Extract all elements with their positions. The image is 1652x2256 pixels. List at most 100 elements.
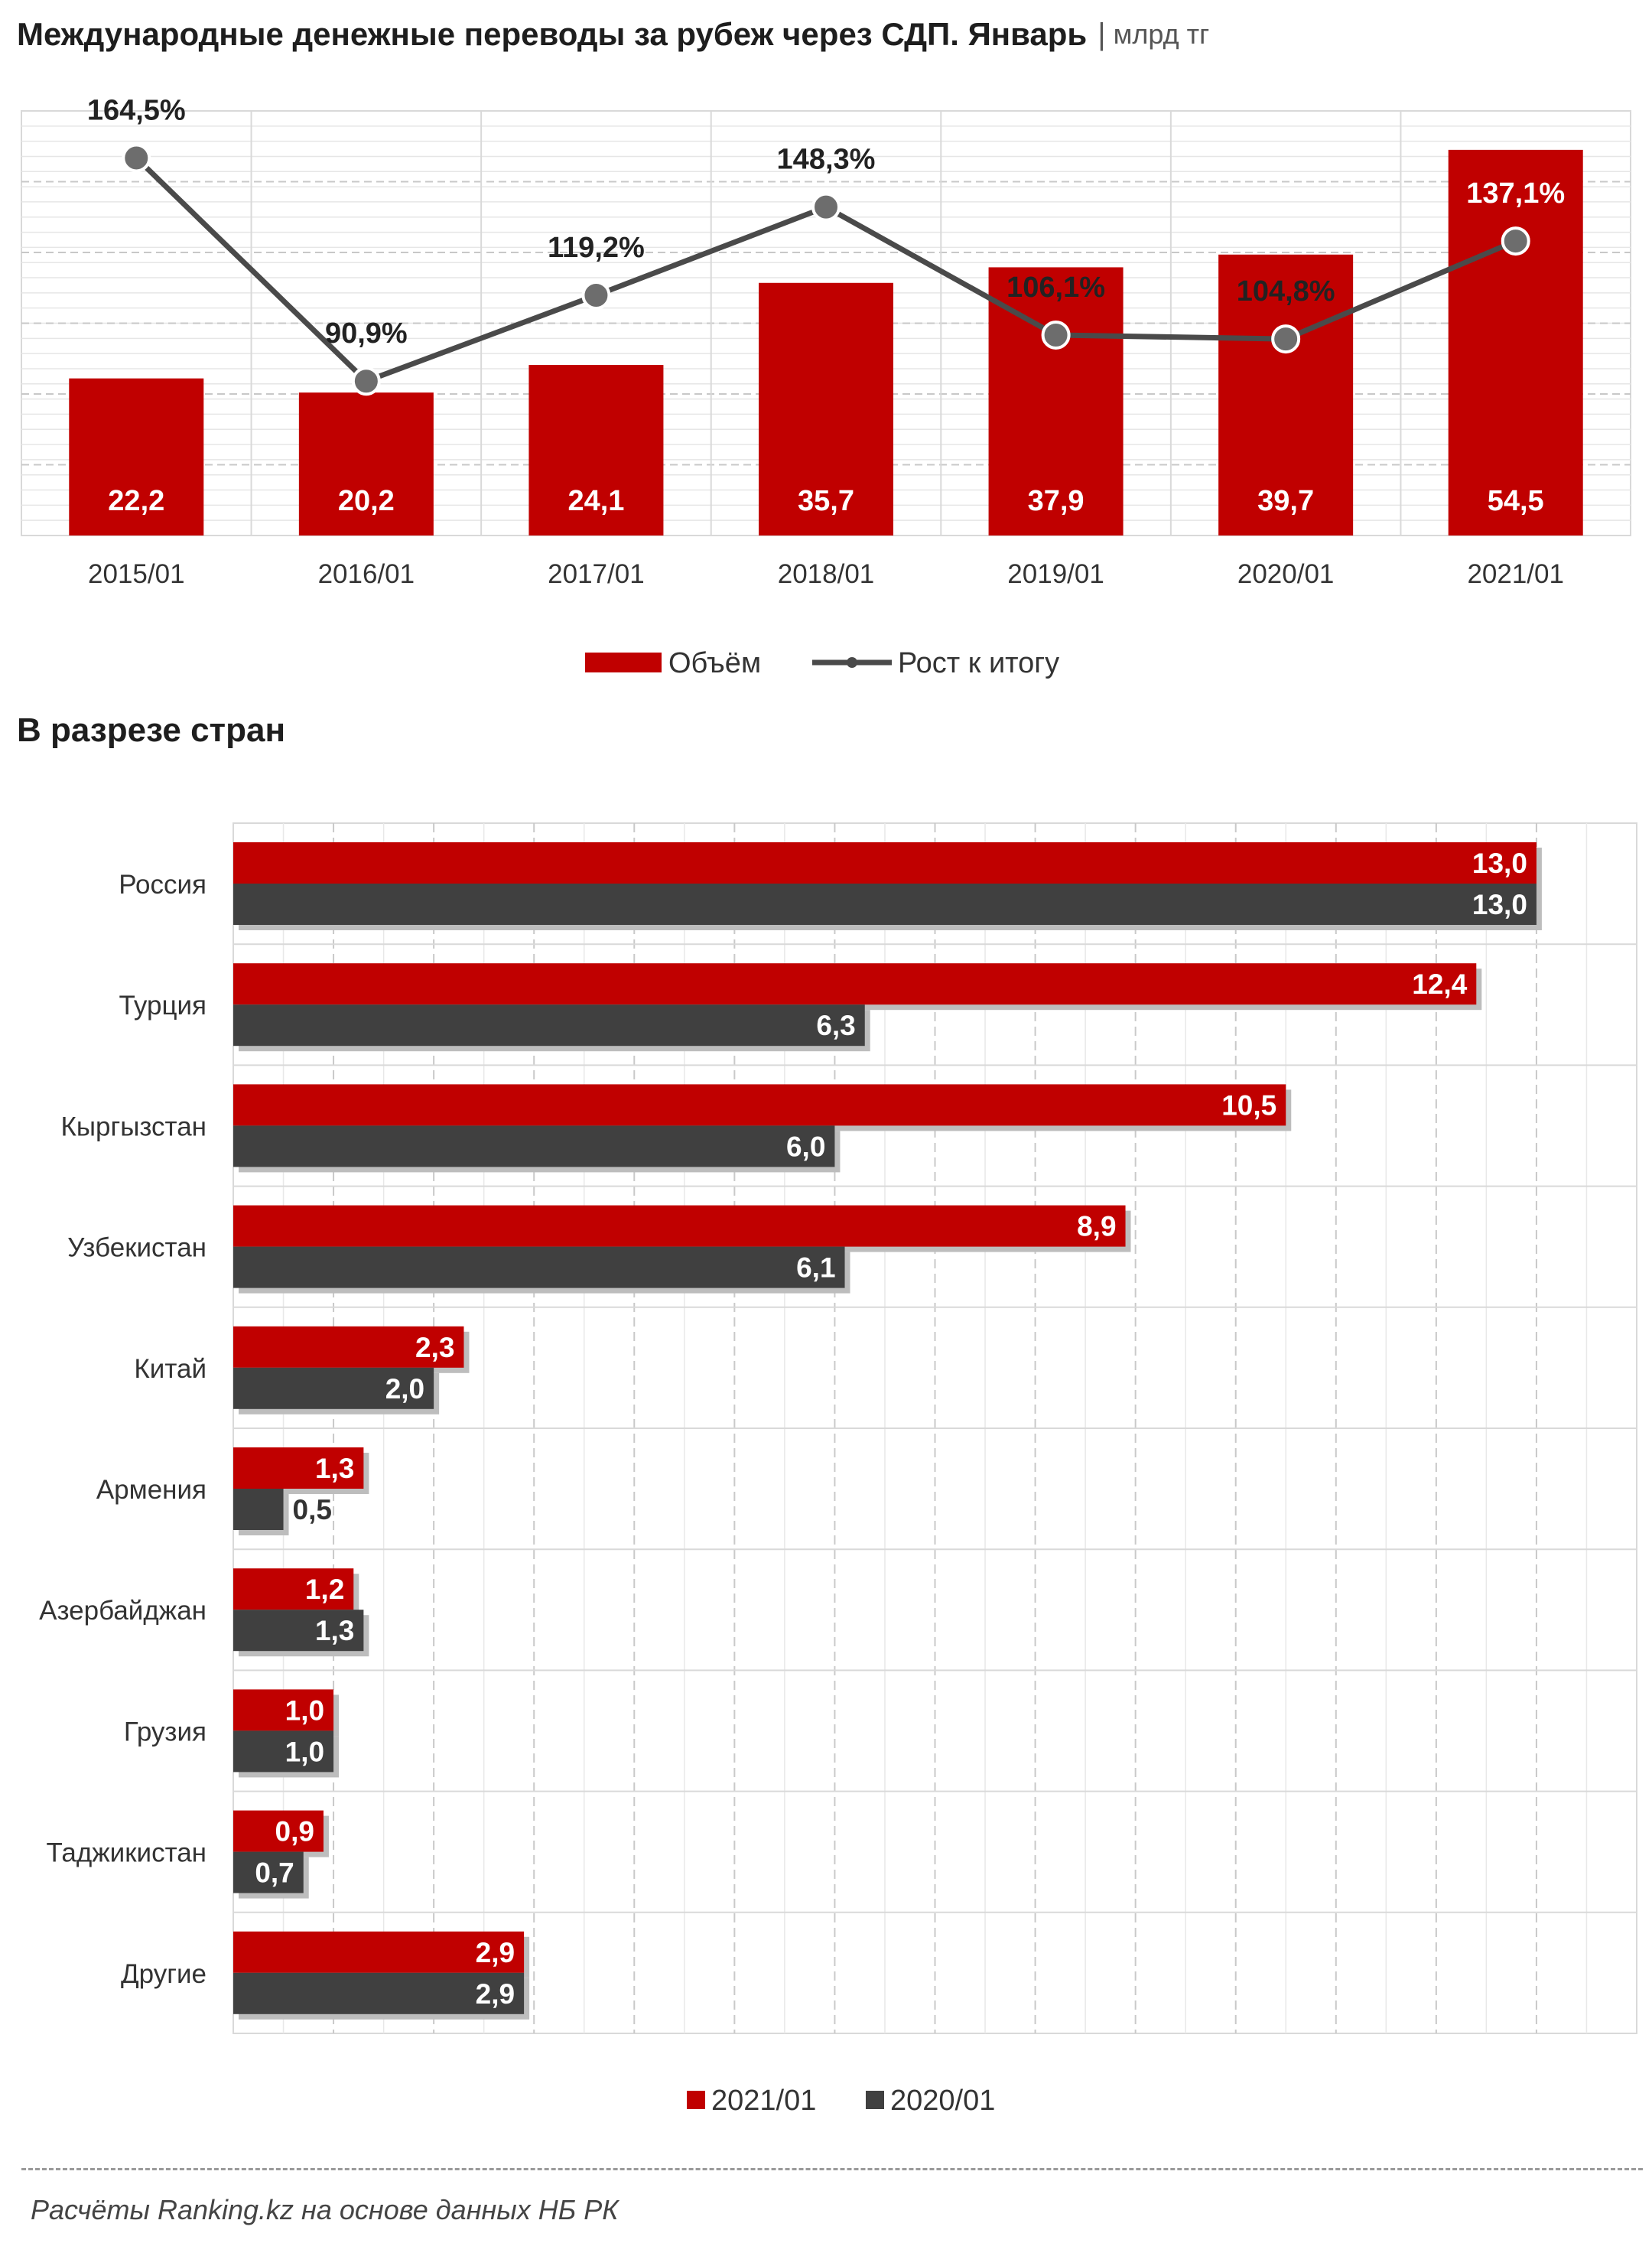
volume-bar xyxy=(759,282,893,536)
legend-label-2021: 2021/01 xyxy=(711,2085,816,2117)
volume-bar-label: 35,7 xyxy=(798,485,854,517)
volume-bar xyxy=(528,365,664,536)
legend-label-growth: Рост к итогу xyxy=(898,647,1059,679)
footer-divider xyxy=(21,2168,1643,2170)
bar-2020 xyxy=(233,1004,865,1047)
country-label: Россия xyxy=(119,870,206,900)
bar-2021 xyxy=(233,1931,525,1973)
bar-2020 xyxy=(233,884,1537,925)
growth-point xyxy=(581,281,611,311)
bar-2021 xyxy=(233,1326,464,1368)
growth-label: 119,2% xyxy=(548,232,645,264)
bar-2020-label: 6,1 xyxy=(796,1252,835,1284)
bar-2021-label: 2,3 xyxy=(415,1332,454,1363)
bar-2020 xyxy=(233,1367,434,1409)
bar-2020-label: 0,5 xyxy=(293,1494,332,1525)
growth-point xyxy=(1271,324,1301,354)
bar-2021 xyxy=(233,842,1537,884)
legend-label-volume: Объём xyxy=(668,647,761,679)
bar-2020-label: 1,0 xyxy=(285,1736,324,1767)
bar-2020-label: 6,3 xyxy=(816,1010,855,1041)
bar-2021-label: 13,0 xyxy=(1472,848,1527,879)
x-tick-label: 2021/01 xyxy=(1467,559,1564,589)
volume-bar xyxy=(1448,149,1583,536)
bar-2020-label: 6,0 xyxy=(786,1131,825,1162)
bar-2020-label: 2,0 xyxy=(385,1373,424,1405)
bar-2021-label: 1,3 xyxy=(315,1453,354,1484)
bar-2020 xyxy=(233,1851,304,1893)
chart-title-row: Международные денежные переводы за рубеж… xyxy=(17,8,1209,61)
bar-2020-label: 2,9 xyxy=(476,1978,515,2010)
growth-point xyxy=(351,366,381,396)
source-note: Расчёты Ranking.kz на основе данных НБ Р… xyxy=(31,2194,619,2225)
growth-label: 148,3% xyxy=(777,144,876,176)
growth-point xyxy=(1501,226,1530,256)
country-label: Другие xyxy=(121,1959,206,1989)
bar-2021-label: 8,9 xyxy=(1077,1211,1116,1242)
x-tick-label: 2020/01 xyxy=(1237,559,1335,589)
bar-2020-label: 13,0 xyxy=(1472,889,1527,920)
country-label: Узбекистан xyxy=(67,1233,206,1263)
bar-2020-label: 0,7 xyxy=(255,1857,294,1889)
bar-2021 xyxy=(233,963,1477,1005)
volume-bar xyxy=(69,378,204,536)
growth-label: 137,1% xyxy=(1466,177,1565,210)
title-separator: | xyxy=(1098,17,1106,51)
bar-2021 xyxy=(233,1205,1126,1247)
bar-2020 xyxy=(233,1972,525,2014)
country-label: Кыргызстан xyxy=(60,1112,206,1141)
bar-2021-label: 1,0 xyxy=(285,1694,324,1726)
legend-swatch-2020 xyxy=(866,2091,884,2109)
bar-2021-label: 1,2 xyxy=(305,1574,344,1605)
bar-2020 xyxy=(233,1125,835,1167)
volume-bar-label: 39,7 xyxy=(1257,485,1314,517)
x-tick-label: 2017/01 xyxy=(548,559,645,589)
growth-label: 90,9% xyxy=(325,317,408,350)
countries-chart: 13,0 13,0 Россия 12,4 6,3 Турция 10,5 6,0 Кыргыз… xyxy=(39,822,1637,2117)
legend-label-2020: 2020/01 xyxy=(890,2085,995,2117)
growth-point xyxy=(122,143,151,173)
x-tick-label: 2018/01 xyxy=(778,559,875,589)
x-tick-label: 2019/01 xyxy=(1007,559,1104,589)
volume-bar-label: 22,2 xyxy=(108,485,164,517)
bar-2020 xyxy=(233,1246,845,1288)
x-tick-label: 2016/01 xyxy=(318,559,415,589)
x-tick-label: 2015/01 xyxy=(88,559,185,589)
volume-growth-chart: 22,2 2015/01 20,2 2016/01 24,1 2017/01 35,7 201… xyxy=(21,94,1631,679)
bar-2020 xyxy=(233,1489,284,1530)
bar-2020 xyxy=(233,1610,364,1652)
country-label: Турция xyxy=(119,991,206,1021)
growth-label: 164,5% xyxy=(87,94,186,126)
bar-2021-label: 2,9 xyxy=(476,1937,515,1968)
bar-2021 xyxy=(233,1447,364,1489)
legend-swatch-2021 xyxy=(687,2091,705,2109)
bar-2021-label: 12,4 xyxy=(1412,968,1467,1000)
section-subtitle: В разрезе стран xyxy=(17,711,286,749)
bar-2021-label: 0,9 xyxy=(275,1816,314,1847)
legend-marker-growth xyxy=(847,657,857,668)
bar-2020-label: 1,3 xyxy=(315,1615,354,1646)
bar-2021 xyxy=(233,1084,1286,1126)
bar-2021 xyxy=(233,1568,354,1610)
chart-title: Международные денежные переводы за рубеж… xyxy=(17,16,1088,52)
bar-2021 xyxy=(233,1689,334,1731)
country-label: Таджикистан xyxy=(47,1838,206,1868)
volume-bar-label: 37,9 xyxy=(1028,485,1085,517)
country-label: Грузия xyxy=(124,1717,206,1747)
bar-2021 xyxy=(233,1810,324,1852)
bar-2020 xyxy=(233,1730,334,1773)
country-label: Армения xyxy=(96,1475,206,1505)
growth-point xyxy=(1041,320,1071,350)
growth-point xyxy=(811,192,841,222)
volume-bar-label: 20,2 xyxy=(338,485,395,517)
volume-bar-label: 24,1 xyxy=(567,485,624,517)
growth-label: 106,1% xyxy=(1006,272,1105,304)
country-label: Азербайджан xyxy=(39,1596,206,1626)
legend-swatch-volume xyxy=(585,653,662,672)
unit-label: млрд тг xyxy=(1113,18,1210,50)
country-label: Китай xyxy=(134,1354,206,1384)
volume-bar xyxy=(298,392,434,536)
volume-bar xyxy=(1218,254,1354,536)
bar-2021-label: 10,5 xyxy=(1221,1089,1276,1121)
growth-label: 104,8% xyxy=(1237,275,1335,308)
